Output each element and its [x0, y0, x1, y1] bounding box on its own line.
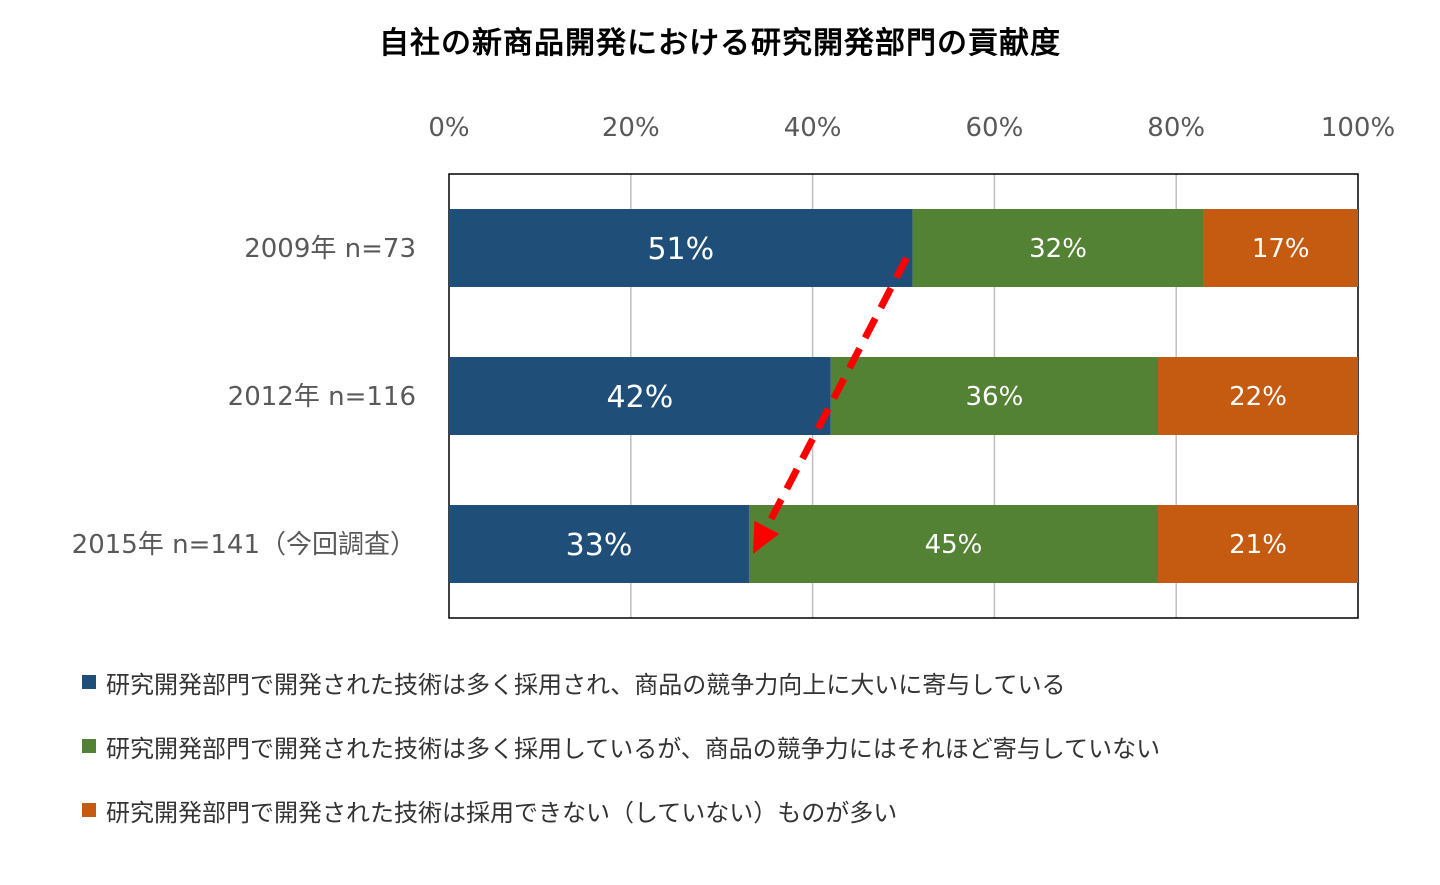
x-tick-label: 0%	[428, 113, 469, 143]
trend-arrow-line	[763, 256, 910, 529]
bar-segment	[1203, 209, 1358, 287]
data-label: 33%	[566, 528, 633, 563]
bar-segment	[748, 505, 1159, 583]
data-label: 22%	[1229, 382, 1287, 412]
legend: 研究開発部門で開発された技術は多く採用され、商品の競争力向上に大いに寄与している…	[82, 662, 1422, 854]
bar-segment	[1158, 505, 1358, 583]
bar-segment	[830, 357, 1159, 435]
x-tick-label: 80%	[1147, 113, 1205, 143]
data-label: 21%	[1229, 530, 1287, 560]
legend-swatch	[82, 803, 96, 817]
bar-segment	[449, 209, 913, 287]
data-label: 51%	[647, 232, 714, 267]
legend-label: 研究開発部門で開発された技術は多く採用しているが、商品の競争力にはそれほど寄与し…	[106, 734, 1161, 763]
category-label: 2015年 n=141（今回調査）	[72, 530, 416, 560]
category-label: 2012年 n=116	[228, 382, 416, 412]
x-tick-label: 40%	[784, 113, 842, 143]
legend-swatch	[82, 675, 96, 689]
data-label: 42%	[607, 380, 674, 415]
data-label: 17%	[1252, 234, 1310, 264]
legend-label: 研究開発部門で開発された技術は多く採用され、商品の競争力向上に大いに寄与している	[106, 670, 1066, 699]
legend-item: 研究開発部門で開発された技術は多く採用され、商品の競争力向上に大いに寄与している	[82, 662, 1422, 702]
legend-swatch	[82, 739, 96, 753]
data-label: 45%	[925, 530, 983, 560]
legend-item: 研究開発部門で開発された技術は採用できない（していない）ものが多い	[82, 790, 1422, 830]
bar-segment	[449, 357, 831, 435]
legend-item: 研究開発部門で開発された技術は多く採用しているが、商品の競争力にはそれほど寄与し…	[82, 726, 1422, 766]
legend-label: 研究開発部門で開発された技術は採用できない（していない）ものが多い	[106, 798, 898, 827]
data-label: 36%	[966, 382, 1024, 412]
bar-segment	[449, 505, 749, 583]
x-tick-label: 60%	[966, 113, 1024, 143]
plot-area: 0% 20% 40% 60% 80% 100% 2009年 n=73 2012年 n=116 2…	[72, 113, 1395, 619]
bar-segment	[1158, 357, 1358, 435]
chart-title: 自社の新商品開発における研究開発部門の貢献度	[379, 26, 1061, 61]
category-label: 2009年 n=73	[244, 234, 416, 264]
bar-segment	[912, 209, 1204, 287]
x-tick-label: 100%	[1321, 113, 1395, 143]
x-tick-label: 20%	[602, 113, 660, 143]
trend-arrow-head	[752, 520, 780, 554]
data-label: 32%	[1029, 234, 1087, 264]
